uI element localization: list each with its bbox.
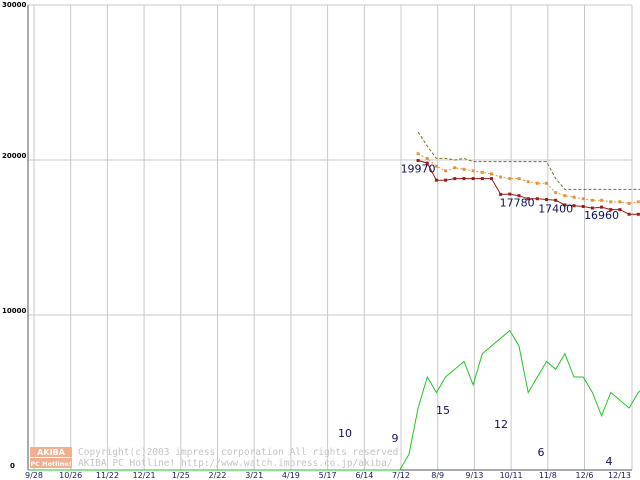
- data-point-avg_price: [425, 156, 429, 160]
- watermark: AKIBA PC Hotline! Copyright(c)2003 impre…: [30, 447, 404, 469]
- x-tick-label: 12/13: [608, 471, 631, 480]
- data-point-avg_price: [572, 195, 576, 199]
- x-tick-label: 10/26: [59, 471, 82, 480]
- data-point-min_price: [581, 205, 585, 208]
- data-point-min_price: [480, 177, 484, 181]
- x-tick-label: 4/19: [282, 471, 300, 480]
- data-point-avg_price: [480, 170, 484, 174]
- data-point-avg_price: [600, 198, 604, 202]
- data-point-min_price: [609, 208, 613, 212]
- data-point-avg_price: [545, 181, 549, 185]
- data-point-avg_price: [471, 169, 475, 173]
- data-point-min_price: [535, 197, 539, 201]
- x-tick-label: 1/25: [172, 471, 190, 480]
- data-point-min_price: [444, 178, 448, 182]
- x-tick-label: 12/6: [576, 471, 594, 480]
- data-point-avg_price: [618, 200, 622, 204]
- data-labels: 199701778017400169601477016980109151264: [338, 162, 619, 468]
- data-point-avg_price: [526, 180, 530, 184]
- x-tick-label: 11/8: [539, 471, 557, 480]
- x-tick-label: 11/22: [96, 471, 119, 480]
- data-point-min_price: [517, 194, 521, 198]
- count-label: 12: [494, 418, 508, 431]
- data-point-avg_price: [499, 175, 503, 179]
- site-url-text: AKIBA PC Hotline! http://www.watch.impre…: [78, 458, 393, 469]
- count-label: 4: [606, 455, 613, 468]
- y-tick-label: 30000: [2, 1, 26, 9]
- data-point-min_price: [618, 208, 622, 212]
- x-tick-label: 6/14: [355, 471, 373, 480]
- x-tick-label: 7/12: [392, 471, 410, 480]
- price-label: 19970: [401, 162, 436, 175]
- data-point-avg_price: [590, 198, 594, 202]
- data-point-avg_price: [517, 177, 521, 181]
- data-point-min_price: [590, 206, 594, 210]
- x-tick-label: 9/13: [465, 471, 483, 480]
- logo-top-text: AKIBA: [37, 448, 65, 457]
- count-label: 9: [392, 432, 399, 445]
- data-point-min_price: [425, 161, 429, 165]
- data-point-avg_price: [563, 194, 567, 198]
- logo-bottom-text: PC Hotline!: [30, 460, 71, 468]
- data-point-min_price: [508, 192, 512, 196]
- data-point-avg_price: [508, 177, 512, 181]
- data-point-avg_price: [489, 172, 493, 176]
- y-axis-ticks: 0 10000 20000 30000: [2, 1, 26, 470]
- data-point-avg_price: [581, 197, 585, 201]
- data-point-min_price: [434, 178, 438, 182]
- data-point-min_price: [526, 197, 530, 201]
- count-label: 10: [338, 427, 352, 440]
- data-point-min_price: [572, 204, 576, 208]
- x-axis-ticks: 9/28 10/26 11/22 12/21 1/25 2/22 3/21 4/19 5/17 6…: [25, 471, 631, 480]
- data-point-min_price: [462, 177, 466, 181]
- axes: [27, 5, 632, 471]
- data-point-avg_price: [453, 166, 457, 170]
- x-tick-label: 5/17: [319, 471, 337, 480]
- y-tick-label: 20000: [2, 152, 26, 160]
- data-point-avg_price: [462, 167, 466, 171]
- data-point-min_price: [545, 198, 549, 202]
- data-point-min_price: [627, 212, 631, 216]
- data-point-min_price: [471, 177, 475, 181]
- x-tick-label: 9/28: [25, 471, 43, 480]
- price-label: 17780: [500, 196, 535, 209]
- series-line-shop_count: [28, 329, 640, 471]
- y-tick-label: 0: [10, 462, 15, 470]
- series-lines: [28, 131, 640, 471]
- data-point-avg_price: [609, 200, 613, 204]
- x-tick-label: 10/11: [500, 471, 523, 480]
- series-line-max_price: [417, 131, 640, 190]
- x-tick-label: 8/9: [431, 471, 444, 480]
- price-label: 16960: [584, 209, 619, 222]
- data-point-avg_price: [434, 164, 438, 168]
- x-tick-label: 2/22: [209, 471, 227, 480]
- data-point-avg_price: [416, 152, 420, 156]
- y-tick-label: 10000: [2, 307, 26, 315]
- data-point-min_price: [416, 158, 420, 162]
- count-label: 15: [436, 404, 450, 417]
- data-point-min_price: [563, 203, 567, 207]
- data-point-min_price: [489, 177, 493, 181]
- data-point-avg_price: [636, 200, 640, 204]
- count-label: 6: [538, 446, 545, 459]
- data-point-min_price: [554, 198, 558, 202]
- data-point-avg_price: [535, 181, 539, 185]
- x-tick-label: 3/21: [245, 471, 263, 480]
- grid-lines: [28, 4, 633, 470]
- data-point-min_price: [453, 177, 457, 181]
- copyright-text: Copyright(c)2003 impress corporation All…: [78, 447, 404, 458]
- data-point-avg_price: [554, 191, 558, 195]
- x-tick-label: 12/21: [133, 471, 156, 480]
- akiba-logo: AKIBA PC Hotline!: [30, 447, 72, 468]
- data-point-avg_price: [627, 201, 631, 205]
- price-label: 17400: [538, 202, 573, 215]
- data-point-min_price: [499, 192, 503, 196]
- data-point-avg_price: [444, 169, 448, 173]
- data-point-min_price: [636, 212, 640, 216]
- data-point-min_price: [600, 205, 604, 209]
